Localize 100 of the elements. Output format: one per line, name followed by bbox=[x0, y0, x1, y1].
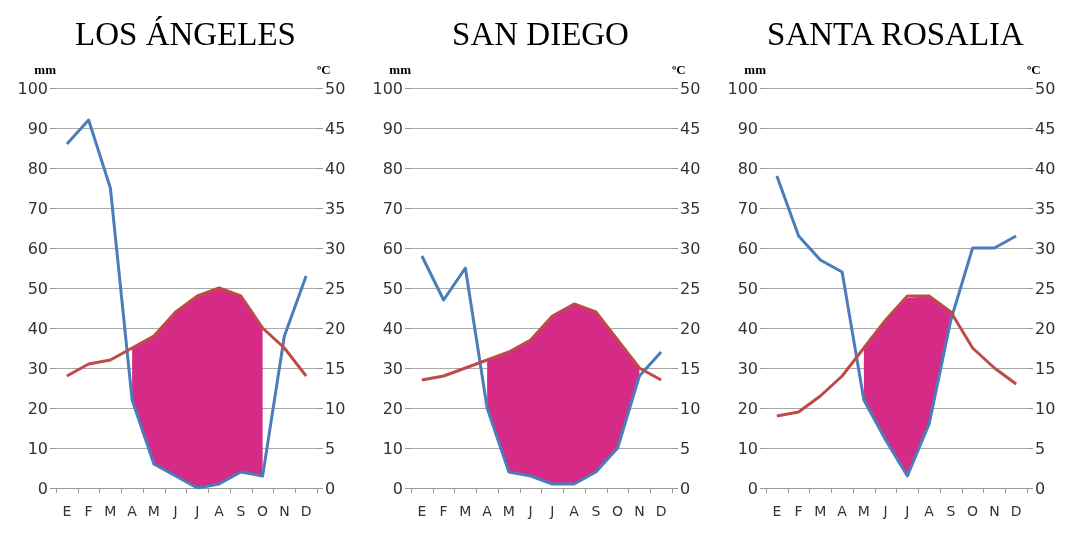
y2-tick-label: 45 bbox=[680, 118, 701, 138]
y2-tick-label: 25 bbox=[1035, 278, 1056, 298]
x-tick-label: A bbox=[569, 503, 580, 519]
y2-tick-label: 5 bbox=[680, 438, 691, 458]
y-tick-label: 20 bbox=[382, 398, 403, 418]
x-tick-label: D bbox=[655, 503, 667, 519]
x-tick-label: A bbox=[482, 503, 493, 519]
y2-tick-label: 50 bbox=[680, 78, 701, 98]
x-tick-label: F bbox=[84, 503, 93, 519]
x-tick-label: M bbox=[814, 503, 827, 519]
x-tick-label: O bbox=[257, 503, 269, 519]
y-tick-label: 70 bbox=[737, 198, 758, 218]
x-tick-label: S bbox=[591, 503, 601, 519]
y2-tick-label: 35 bbox=[1035, 198, 1056, 218]
y2-tick-label: 0 bbox=[1035, 478, 1046, 498]
x-tick-label: M bbox=[459, 503, 472, 519]
y-tick-label: 90 bbox=[737, 118, 758, 138]
y-tick-label: 0 bbox=[747, 478, 758, 498]
y-tick-label: 30 bbox=[27, 358, 48, 378]
x-tick-label: N bbox=[634, 503, 645, 519]
chart-title: SANTA ROSALIA bbox=[767, 15, 1025, 52]
y-tick-label: 100 bbox=[727, 78, 758, 98]
y-tick-label: 0 bbox=[392, 478, 403, 498]
y-tick-label: 30 bbox=[737, 358, 758, 378]
x-tick-label: M bbox=[104, 503, 117, 519]
y-tick-label: 60 bbox=[737, 238, 758, 258]
line-series bbox=[775, 294, 1018, 418]
x-tick-label: J bbox=[882, 503, 888, 519]
y2-tick-label: 40 bbox=[1035, 158, 1056, 178]
y2-tick-label: 35 bbox=[325, 198, 346, 218]
y-tick-label: 40 bbox=[27, 318, 48, 338]
x-tick-label: J bbox=[194, 503, 200, 519]
x-tick-label: J bbox=[904, 503, 910, 519]
y2-axis-title: ºC bbox=[317, 62, 331, 77]
y-tick-label: 50 bbox=[737, 278, 758, 298]
y-tick-label: 30 bbox=[382, 358, 403, 378]
y-axis-title: mm bbox=[744, 62, 767, 77]
y2-tick-label: 15 bbox=[1035, 358, 1056, 378]
y2-tick-label: 50 bbox=[1035, 78, 1056, 98]
y-tick-label: 100 bbox=[17, 78, 48, 98]
line-series bbox=[775, 174, 1018, 478]
y2-tick-label: 45 bbox=[1035, 118, 1056, 138]
y2-tick-label: 15 bbox=[680, 358, 701, 378]
x-tick-label: J bbox=[549, 503, 555, 519]
y-tick-label: 10 bbox=[382, 438, 403, 458]
y2-tick-label: 35 bbox=[680, 198, 701, 218]
y2-tick-label: 25 bbox=[325, 278, 346, 298]
y-tick-label: 90 bbox=[382, 118, 403, 138]
x-tick-label: O bbox=[967, 503, 979, 519]
y2-tick-label: 20 bbox=[680, 318, 701, 338]
y2-tick-label: 50 bbox=[325, 78, 346, 98]
y-tick-label: 90 bbox=[27, 118, 48, 138]
y-tick-label: 40 bbox=[737, 318, 758, 338]
y-tick-label: 40 bbox=[382, 318, 403, 338]
line-series bbox=[65, 286, 308, 378]
y2-axis-title: ºC bbox=[1027, 62, 1041, 77]
y-tick-label: 50 bbox=[382, 278, 403, 298]
y-tick-label: 20 bbox=[27, 398, 48, 418]
x-tick-label: N bbox=[989, 503, 1000, 519]
x-tick-label: M bbox=[502, 503, 515, 519]
x-tick-label: M bbox=[857, 503, 870, 519]
y-axis-title: mm bbox=[389, 62, 412, 77]
y2-tick-label: 15 bbox=[325, 358, 346, 378]
x-tick-label: M bbox=[147, 503, 160, 519]
y2-tick-label: 10 bbox=[325, 398, 346, 418]
y2-tick-label: 30 bbox=[325, 238, 346, 258]
y-tick-label: 20 bbox=[737, 398, 758, 418]
x-tick-label: S bbox=[946, 503, 956, 519]
y2-axis-title: ºC bbox=[672, 62, 686, 77]
y2-tick-label: 20 bbox=[325, 318, 346, 338]
x-tick-label: S bbox=[236, 503, 246, 519]
y2-tick-label: 0 bbox=[680, 478, 691, 498]
y2-tick-label: 30 bbox=[680, 238, 701, 258]
y2-tick-label: 20 bbox=[1035, 318, 1056, 338]
y-tick-label: 10 bbox=[27, 438, 48, 458]
x-tick-label: A bbox=[837, 503, 848, 519]
y-tick-label: 50 bbox=[27, 278, 48, 298]
y-tick-label: 70 bbox=[382, 198, 403, 218]
x-tick-label: E bbox=[772, 503, 782, 519]
y-tick-label: 100 bbox=[372, 78, 403, 98]
x-tick-label: J bbox=[172, 503, 178, 519]
y2-tick-label: 0 bbox=[325, 478, 336, 498]
y-tick-label: 80 bbox=[27, 158, 48, 178]
line-series bbox=[420, 254, 663, 486]
chart-title: LOS ÁNGELES bbox=[75, 15, 296, 52]
x-tick-label: A bbox=[127, 503, 138, 519]
y-tick-label: 0 bbox=[37, 478, 48, 498]
x-tick-label: F bbox=[794, 503, 803, 519]
y-axis-title: mm bbox=[34, 62, 57, 77]
x-tick-label: D bbox=[1010, 503, 1022, 519]
x-tick-label: O bbox=[612, 503, 624, 519]
y2-tick-label: 25 bbox=[680, 278, 701, 298]
y2-tick-label: 40 bbox=[325, 158, 346, 178]
x-tick-label: E bbox=[62, 503, 72, 519]
y-tick-label: 80 bbox=[382, 158, 403, 178]
y-tick-label: 10 bbox=[737, 438, 758, 458]
y2-tick-label: 40 bbox=[680, 158, 701, 178]
y-tick-label: 80 bbox=[737, 158, 758, 178]
y-tick-label: 60 bbox=[27, 238, 48, 258]
x-tick-label: E bbox=[417, 503, 427, 519]
